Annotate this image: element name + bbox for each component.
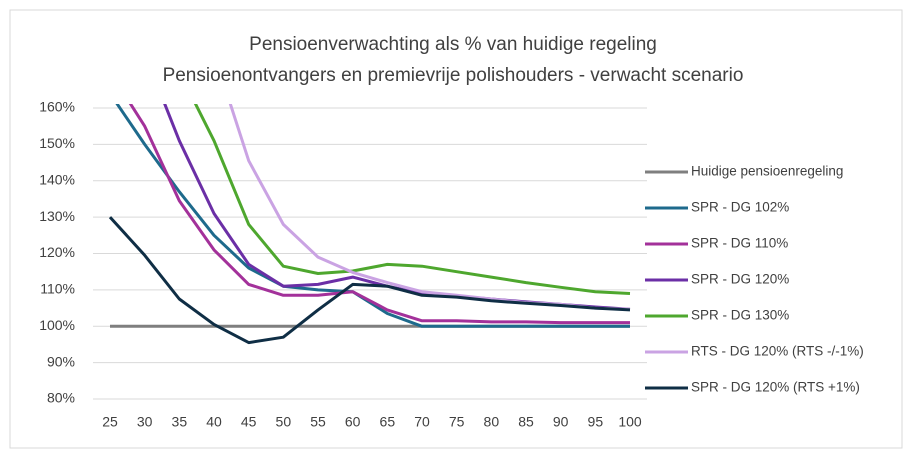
series-line	[128, 104, 630, 325]
x-tick-label: 60	[345, 414, 361, 430]
x-tick-label: 35	[172, 414, 188, 430]
y-tick-label: 160%	[39, 99, 75, 115]
chart-title: Pensioenverwachting als % van huidige re…	[249, 34, 657, 55]
x-tick-label: 80	[484, 414, 500, 430]
x-tick-label: 90	[553, 414, 569, 430]
y-tick-label: 90%	[47, 353, 75, 369]
x-tick-label: 95	[588, 414, 604, 430]
y-tick-label: 80%	[47, 390, 75, 406]
x-tick-label: 40	[206, 414, 222, 430]
series-line	[193, 104, 631, 295]
y-tick-label: 110%	[40, 281, 75, 297]
legend-label: SPR - DG 110%	[691, 236, 788, 251]
legend-label: SPR - DG 130%	[691, 308, 789, 323]
y-tick-label: 130%	[39, 208, 75, 224]
legend-label: SPR - DG 120%	[691, 272, 789, 287]
x-tick-label: 70	[414, 414, 430, 430]
legend-label: Huidige pensioenregeling	[691, 164, 843, 179]
legend-label: SPR - DG 102%	[691, 200, 789, 215]
x-tick-label: 85	[518, 414, 534, 430]
chart-frame	[9, 9, 903, 449]
x-tick-label: 25	[102, 414, 118, 430]
y-tick-label: 100%	[39, 317, 75, 333]
x-tick-label: 50	[276, 414, 292, 430]
x-tick-label: 45	[241, 414, 257, 430]
legend-label: RTS - DG 120% (RTS -/-1%)	[691, 344, 864, 359]
series-line	[108, 216, 631, 345]
x-tick-label: 75	[449, 414, 465, 430]
x-tick-label: 55	[310, 414, 326, 430]
legend-label: SPR - DG 120% (RTS +1%)	[691, 380, 860, 395]
chart-subtitle: Pensioenontvangers en premievrije polish…	[163, 65, 744, 86]
y-tick-label: 120%	[39, 244, 75, 260]
series-line	[115, 104, 630, 328]
x-tick-label: 100	[618, 414, 642, 430]
grid	[93, 107, 647, 400]
x-tick-label: 65	[380, 414, 396, 430]
y-tick-label: 140%	[39, 171, 75, 187]
plot-lines	[108, 104, 631, 345]
x-tick-label: 30	[137, 414, 153, 430]
y-tick-label: 150%	[39, 135, 75, 151]
